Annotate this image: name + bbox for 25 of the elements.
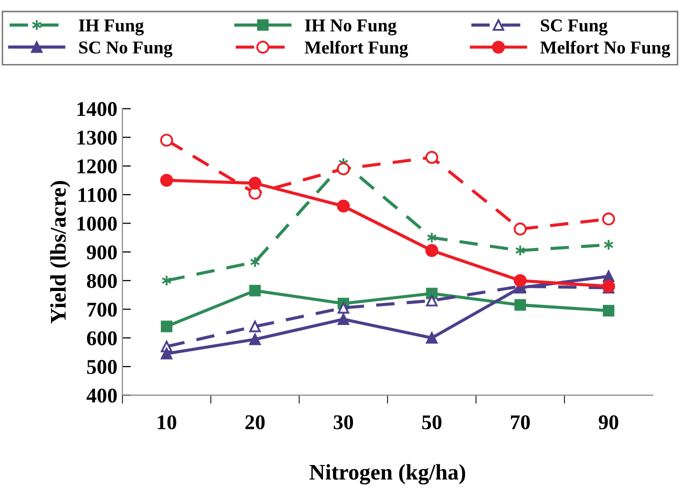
legend-label: Melfort No Fung — [540, 40, 670, 58]
y-tick-label: 800 — [86, 274, 117, 288]
x-tick-label: 90 — [598, 415, 618, 430]
y-tick-label: 1200 — [78, 159, 117, 174]
x-axis-title: Nitrogen (kg/ha) — [310, 464, 466, 484]
x-tick-label: 10 — [158, 415, 176, 430]
y-tick-label: 1300 — [78, 130, 117, 145]
y-tick-label: 500 — [87, 360, 117, 374]
y-tick-label: 1100 — [78, 188, 117, 202]
y-tick-label: 700 — [87, 302, 117, 317]
x-tick-label: 50 — [422, 415, 442, 430]
legend-label: IH Fung — [78, 20, 144, 36]
y-axis-title: Yield (lbs/acre) — [50, 181, 70, 324]
x-tick-label: 30 — [334, 415, 354, 430]
y-tick-label: 400 — [86, 388, 117, 403]
y-tick-label: 1000 — [78, 216, 117, 231]
legend-label: SC No Fung — [79, 41, 172, 58]
legend-label: IH No Fung — [304, 20, 397, 36]
legend-label: Melfort Fung — [304, 40, 408, 58]
x-tick-label: 70 — [510, 415, 530, 430]
y-tick-label: 900 — [86, 245, 117, 260]
y-tick-label: 1400 — [78, 102, 117, 116]
y-tick-label: 600 — [87, 331, 117, 346]
x-tick-label: 20 — [245, 415, 265, 430]
legend-label: SC Fung — [540, 19, 608, 36]
